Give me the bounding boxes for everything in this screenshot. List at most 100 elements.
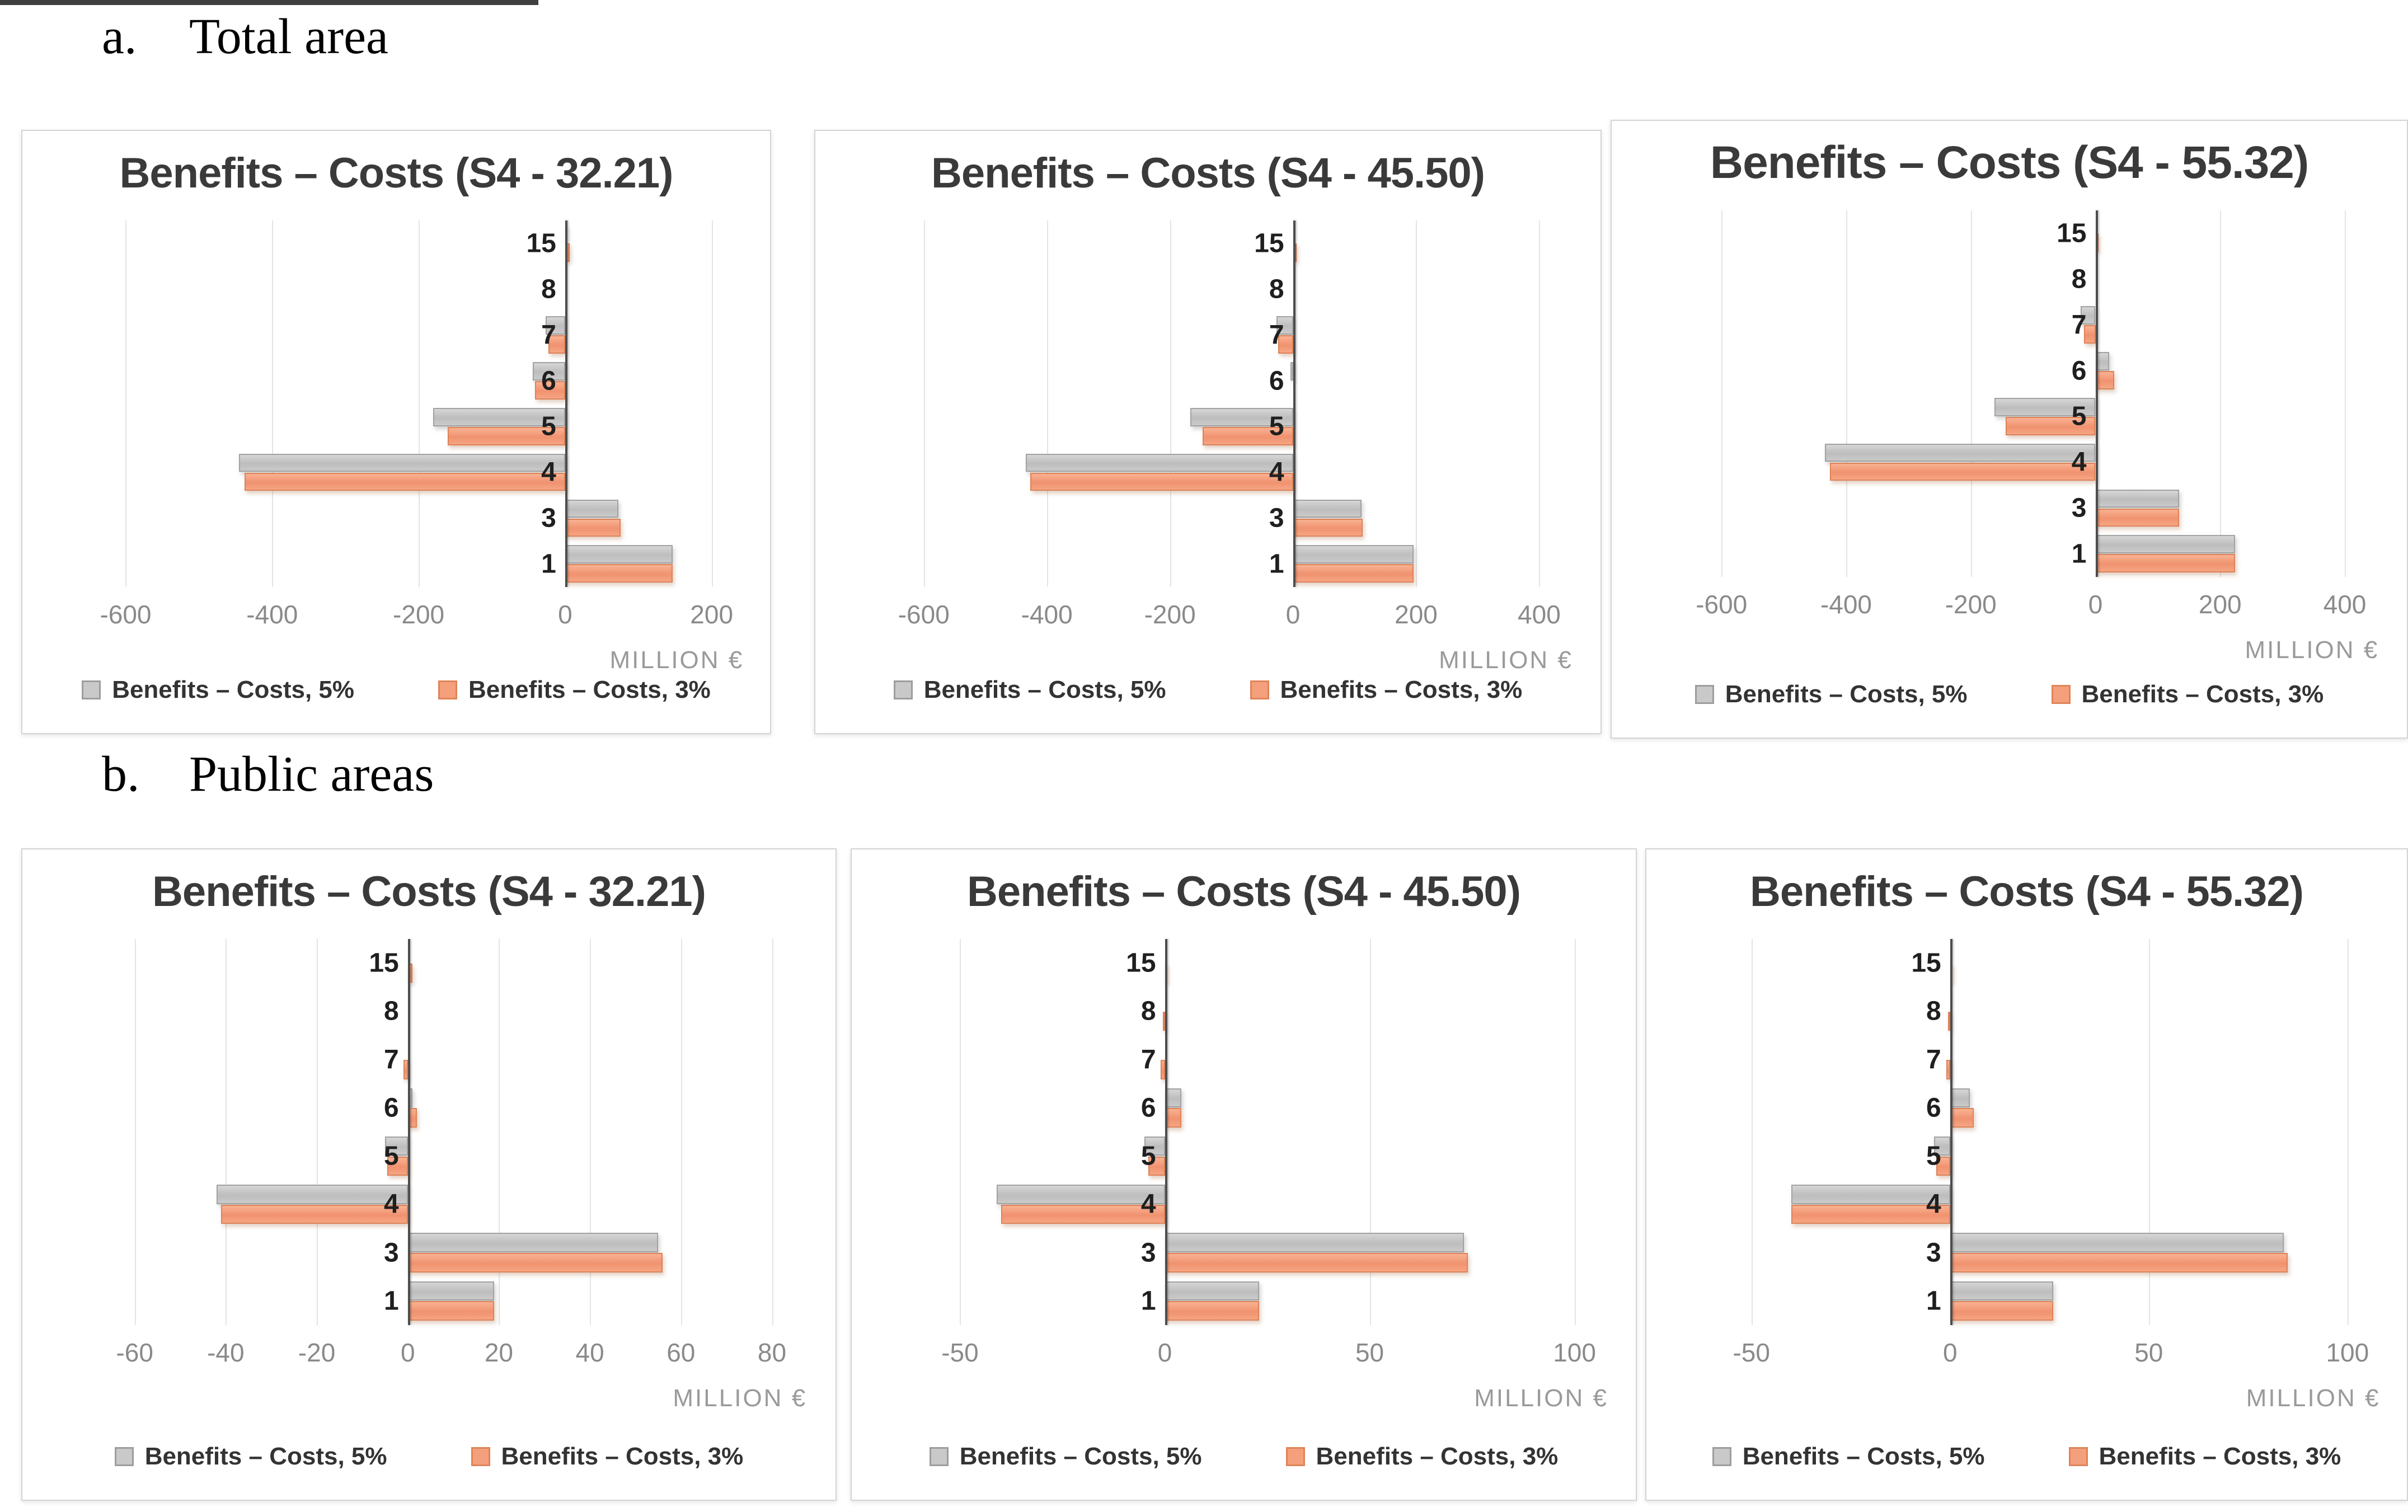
legend-label: Benefits – Costs, 5% bbox=[1725, 680, 1968, 708]
bar-5pct-cat1 bbox=[2095, 535, 2235, 554]
section-marker-a: a. bbox=[102, 9, 137, 64]
x-axis-ticks: -600 -400 -200 0 200 400 bbox=[890, 599, 1573, 636]
x-axis-ticks: -60 -40 -20 0 20 40 60 80 bbox=[100, 1337, 807, 1374]
legend-label: Benefits – Costs, 5% bbox=[923, 676, 1166, 703]
legend-item-3pct: Benefits – Costs, 3% bbox=[2051, 680, 2323, 708]
bar-3pct-cat6 bbox=[535, 381, 565, 400]
category-label-8: 8 bbox=[1140, 996, 1156, 1026]
bar-3pct-cat7 bbox=[1946, 1060, 1950, 1079]
tick-label: -200 bbox=[1945, 590, 1997, 619]
legend-item-5pct: Benefits – Costs, 5% bbox=[893, 676, 1166, 704]
category-label-4: 4 bbox=[1140, 1189, 1156, 1219]
category-label-1: 1 bbox=[384, 1286, 399, 1316]
gridline bbox=[590, 939, 592, 1325]
bar-5pct-cat4 bbox=[239, 453, 565, 472]
category-label-15: 15 bbox=[526, 228, 556, 259]
bar-3pct-cat4 bbox=[244, 472, 565, 491]
category-label-8: 8 bbox=[1269, 274, 1284, 304]
legend-swatch-orange bbox=[471, 1447, 490, 1466]
bar-3pct-cat4 bbox=[1030, 472, 1293, 491]
category-label-5: 5 bbox=[541, 411, 556, 442]
category-label-4: 4 bbox=[1926, 1189, 1941, 1219]
legend-item-5pct: Benefits – Costs, 5% bbox=[929, 1443, 1202, 1471]
bar-5pct-cat6 bbox=[1290, 361, 1293, 381]
legend-swatch-gray bbox=[1694, 685, 1714, 704]
category-label-7: 7 bbox=[384, 1045, 399, 1075]
bar-3pct-cat4 bbox=[1001, 1204, 1165, 1224]
tick-label: 40 bbox=[575, 1338, 604, 1367]
x-axis-label: MILLION € bbox=[2246, 1384, 2381, 1412]
chart-title: Benefits – Costs (S4 - 45.50) bbox=[931, 149, 1485, 197]
axis-line bbox=[565, 220, 567, 587]
bar-3pct-cat4 bbox=[1791, 1204, 1950, 1224]
category-label-1: 1 bbox=[1926, 1286, 1941, 1316]
category-label-4: 4 bbox=[541, 457, 556, 487]
chart-panel-public-45-50: Benefits – Costs (S4 - 45.50) 15 8 7 6 5 4 3 1 … bbox=[851, 848, 1637, 1501]
gridline bbox=[419, 220, 420, 587]
category-label-7: 7 bbox=[1140, 1045, 1156, 1075]
bar-3pct-cat7 bbox=[1161, 1060, 1165, 1079]
tick-label: 200 bbox=[690, 600, 734, 629]
bar-3pct-cat1 bbox=[1293, 564, 1414, 583]
category-label-5: 5 bbox=[2071, 401, 2087, 431]
bar-5pct-cat1 bbox=[407, 1281, 495, 1300]
category-label-6: 6 bbox=[384, 1093, 399, 1123]
category-label-5: 5 bbox=[384, 1141, 399, 1171]
bar-3pct-cat7 bbox=[2084, 325, 2096, 344]
tick-label: 200 bbox=[2198, 590, 2242, 619]
bar-3pct-cat6 bbox=[1950, 1108, 1974, 1128]
legend-item-3pct: Benefits – Costs, 3% bbox=[438, 676, 711, 704]
legend-swatch-orange bbox=[438, 680, 457, 699]
legend-swatch-orange bbox=[1285, 1447, 1305, 1466]
gridline bbox=[1846, 210, 1847, 577]
bar-3pct-cat1 bbox=[407, 1301, 495, 1321]
legend-swatch-orange bbox=[1250, 680, 1269, 699]
bar-5pct-cat1 bbox=[1293, 545, 1414, 564]
gridline bbox=[226, 939, 227, 1325]
axis-line bbox=[407, 939, 410, 1325]
gridline bbox=[1539, 220, 1541, 587]
bar-3pct-cat3 bbox=[1950, 1253, 2288, 1272]
bar-3pct-cat1 bbox=[1165, 1301, 1259, 1321]
legend-label: Benefits – Costs, 5% bbox=[144, 1443, 387, 1470]
tick-label: 400 bbox=[2323, 590, 2367, 619]
tick-label: 80 bbox=[757, 1338, 787, 1367]
legend: Benefits – Costs, 5% Benefits – Costs, 3% bbox=[815, 676, 1600, 704]
gridline bbox=[772, 939, 773, 1325]
tick-label: -200 bbox=[1144, 600, 1196, 629]
gridline bbox=[2220, 210, 2222, 577]
tick-label: -40 bbox=[207, 1338, 245, 1367]
bar-3pct-cat1 bbox=[2095, 554, 2235, 573]
category-label-7: 7 bbox=[1269, 320, 1284, 350]
category-label-3: 3 bbox=[1269, 503, 1284, 533]
tick-label: 0 bbox=[1285, 600, 1301, 629]
bar-5pct-cat5 bbox=[1190, 407, 1293, 426]
gridline bbox=[1369, 939, 1371, 1325]
category-label-8: 8 bbox=[1926, 996, 1941, 1026]
bar-5pct-cat6 bbox=[1165, 1088, 1181, 1107]
category-label-6: 6 bbox=[2071, 356, 2087, 386]
legend-item-3pct: Benefits – Costs, 3% bbox=[1285, 1443, 1558, 1471]
tick-label: -400 bbox=[246, 600, 298, 629]
legend-swatch-gray bbox=[893, 680, 913, 699]
category-label-6: 6 bbox=[541, 366, 556, 396]
bar-5pct-cat4 bbox=[997, 1185, 1165, 1204]
tick-label: 100 bbox=[1553, 1338, 1596, 1367]
legend-swatch-gray bbox=[82, 680, 101, 699]
bar-5pct-cat7 bbox=[545, 316, 565, 335]
bar-5pct-cat3 bbox=[2095, 489, 2179, 508]
bar-5pct-cat3 bbox=[407, 1233, 659, 1252]
tick-label: 50 bbox=[2134, 1338, 2163, 1367]
section-marker-b: b. bbox=[102, 746, 140, 802]
x-axis-ticks: -600 -400 -200 0 200 400 bbox=[1687, 589, 2379, 626]
category-label-6: 6 bbox=[1269, 366, 1284, 396]
tick-label: -400 bbox=[1820, 590, 1872, 619]
bar-3pct-cat8 bbox=[1162, 1011, 1165, 1031]
category-label-7: 7 bbox=[1926, 1045, 1941, 1075]
bar-5pct-cat4 bbox=[1825, 443, 2096, 462]
category-label-15: 15 bbox=[1126, 948, 1156, 978]
category-label-1: 1 bbox=[541, 549, 556, 579]
bar-5pct-cat5 bbox=[433, 407, 565, 426]
gridline bbox=[134, 939, 136, 1325]
legend-swatch-gray bbox=[929, 1447, 949, 1466]
